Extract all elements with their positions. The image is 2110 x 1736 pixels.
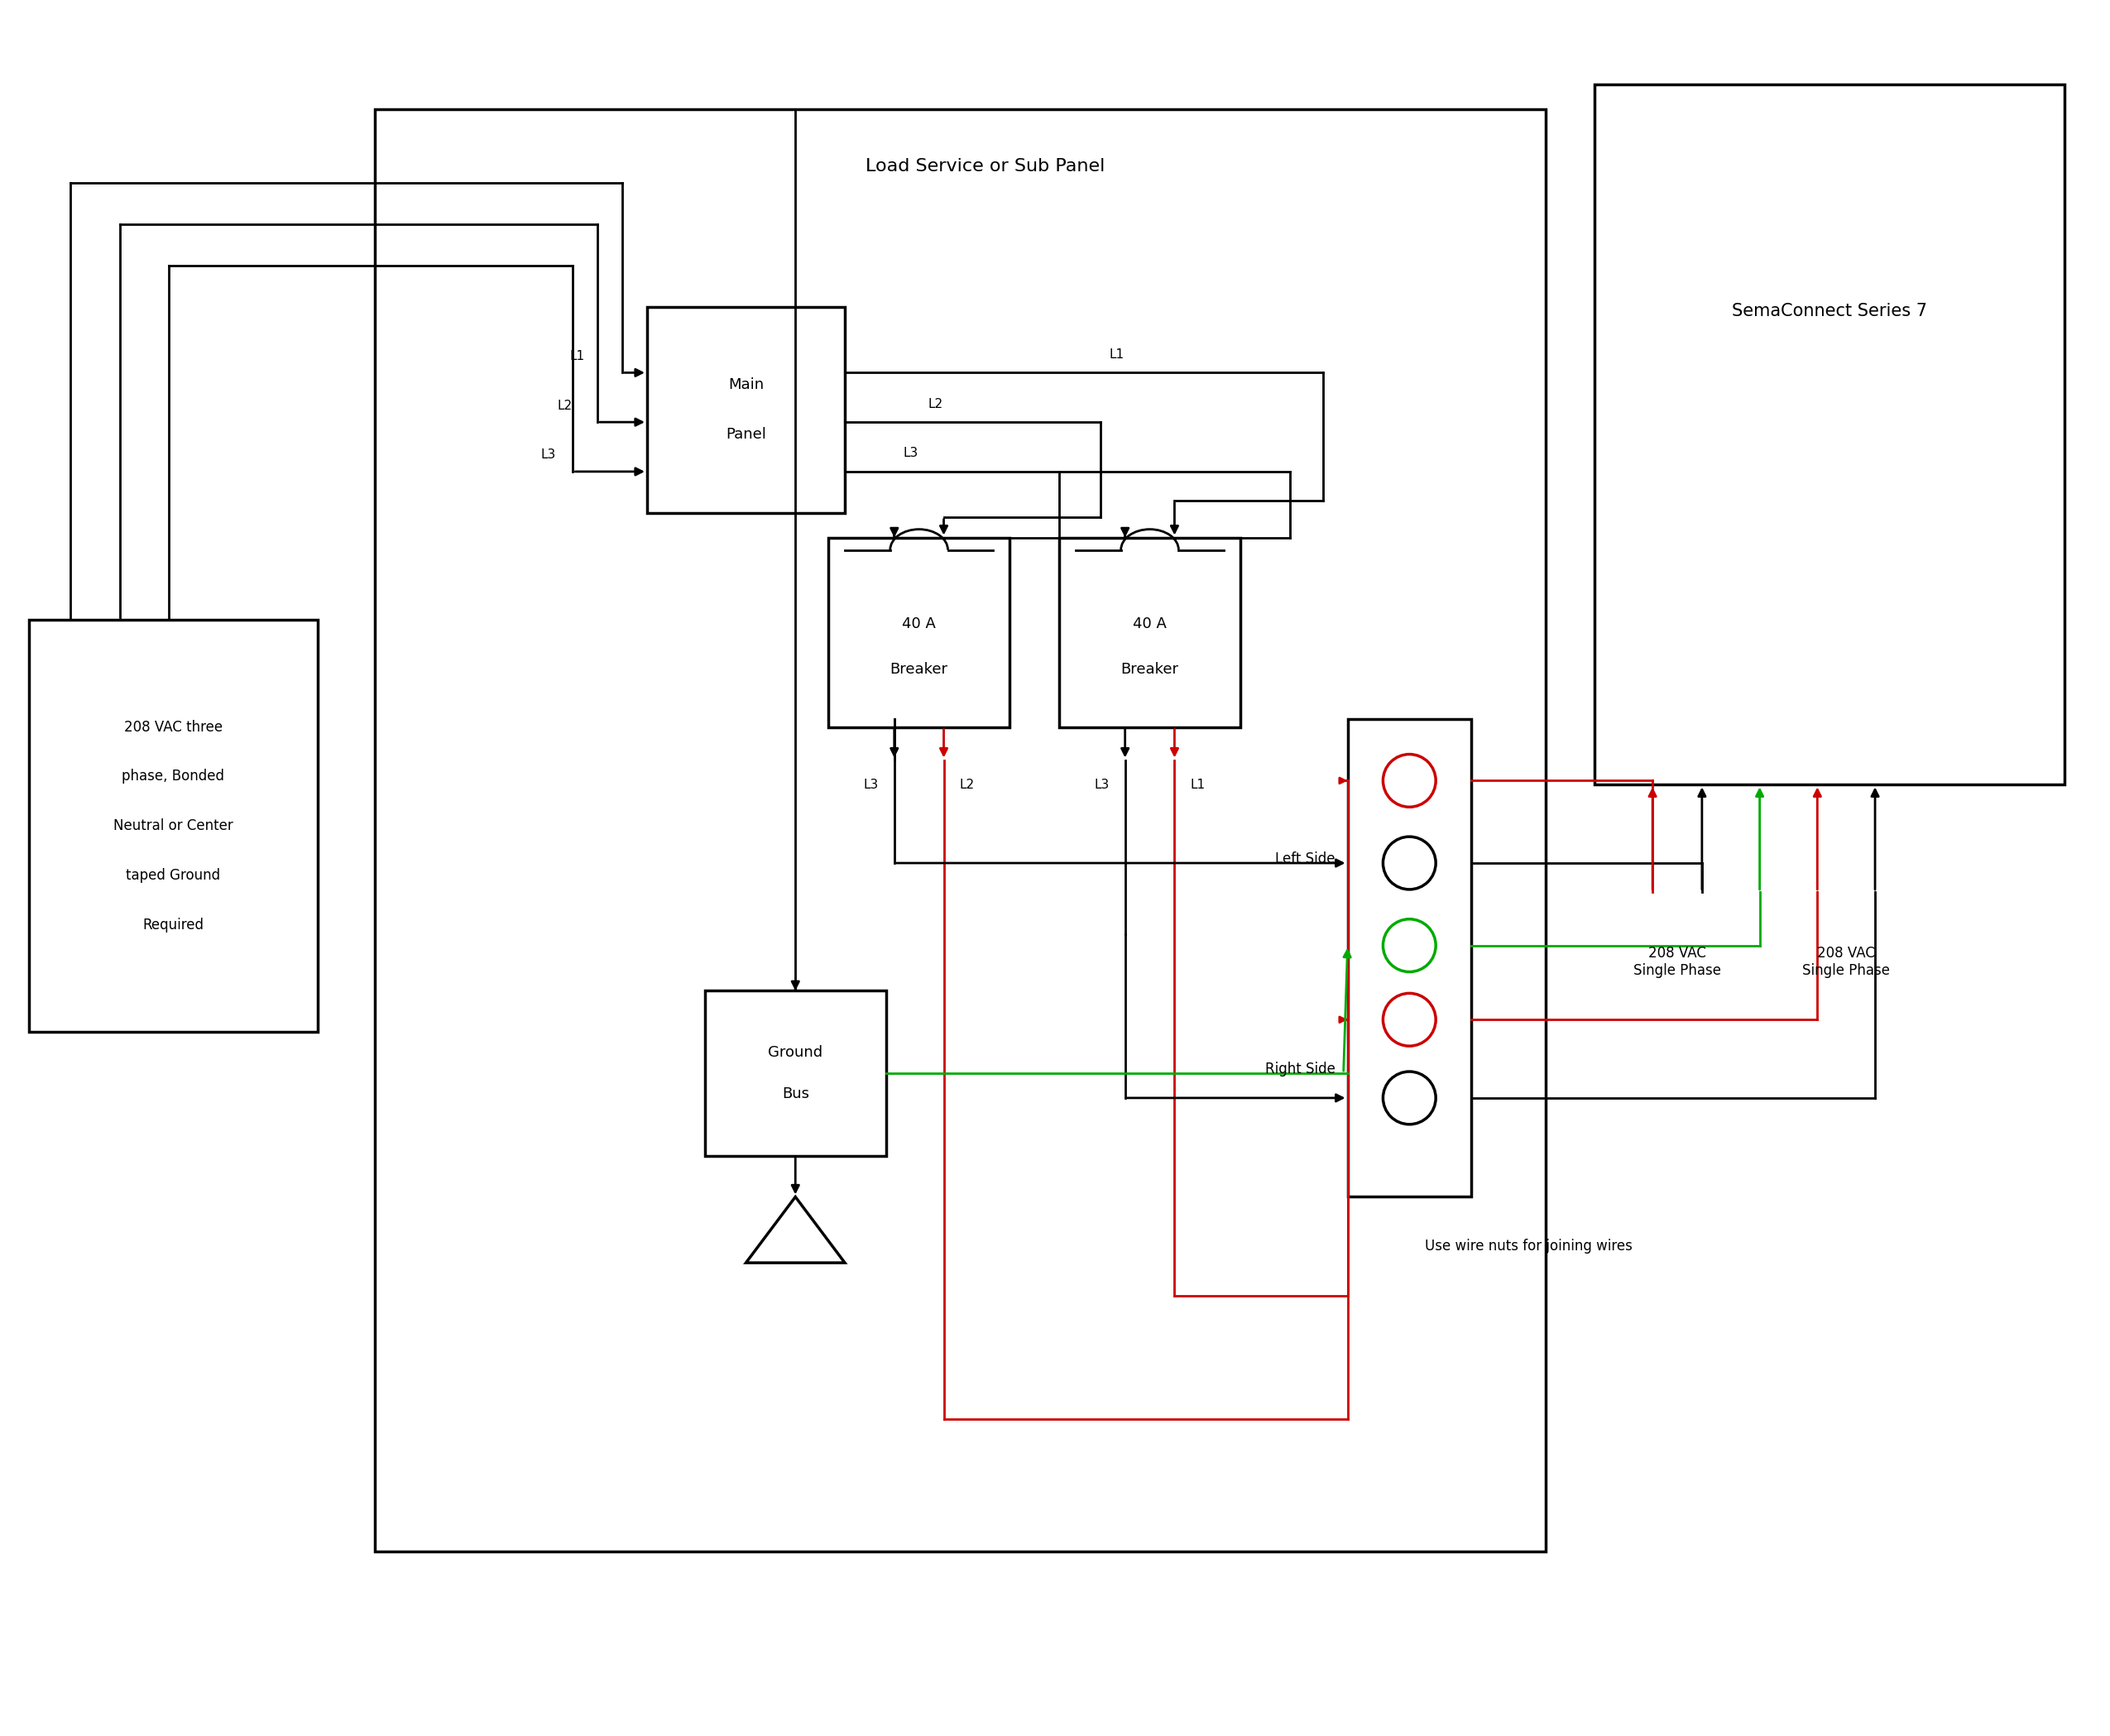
Text: Main: Main	[728, 378, 764, 392]
Circle shape	[1382, 837, 1435, 889]
Text: L1: L1	[1190, 778, 1205, 792]
Text: L2: L2	[960, 778, 975, 792]
Circle shape	[1382, 1071, 1435, 1125]
FancyBboxPatch shape	[1348, 719, 1471, 1196]
Text: L3: L3	[540, 450, 555, 462]
Text: Left Side: Left Side	[1274, 851, 1336, 866]
Text: Use wire nuts for joining wires: Use wire nuts for joining wires	[1424, 1240, 1633, 1253]
Text: Ground: Ground	[768, 1045, 823, 1061]
Text: 208 VAC
Single Phase: 208 VAC Single Phase	[1802, 946, 1891, 977]
Text: Bus: Bus	[781, 1087, 808, 1101]
FancyBboxPatch shape	[376, 109, 1545, 1552]
FancyBboxPatch shape	[705, 991, 886, 1156]
Text: Panel: Panel	[726, 427, 766, 443]
FancyBboxPatch shape	[648, 307, 844, 512]
FancyBboxPatch shape	[30, 620, 316, 1031]
Text: L3: L3	[1095, 778, 1110, 792]
FancyBboxPatch shape	[1059, 538, 1241, 727]
Text: L3: L3	[863, 778, 878, 792]
Text: Load Service or Sub Panel: Load Service or Sub Panel	[865, 158, 1106, 175]
Text: L3: L3	[903, 448, 918, 460]
Circle shape	[1382, 918, 1435, 972]
Text: Right Side: Right Side	[1266, 1062, 1336, 1076]
Text: Breaker: Breaker	[890, 661, 947, 677]
Text: phase, Bonded: phase, Bonded	[122, 769, 224, 785]
Text: L1: L1	[1110, 349, 1125, 361]
Text: Breaker: Breaker	[1120, 661, 1179, 677]
Text: L2: L2	[928, 398, 943, 410]
Text: taped Ground: taped Ground	[127, 868, 219, 884]
Text: 208 VAC
Single Phase: 208 VAC Single Phase	[1633, 946, 1722, 977]
Text: SemaConnect Series 7: SemaConnect Series 7	[1732, 302, 1926, 319]
FancyBboxPatch shape	[1595, 85, 2064, 785]
Text: Required: Required	[143, 917, 205, 932]
Text: L1: L1	[570, 351, 584, 363]
Text: 208 VAC three: 208 VAC three	[124, 720, 222, 734]
Circle shape	[1382, 993, 1435, 1047]
Text: Neutral or Center: Neutral or Center	[114, 818, 232, 833]
Circle shape	[1382, 753, 1435, 807]
Text: 40 A: 40 A	[903, 616, 937, 632]
Text: L2: L2	[557, 399, 572, 411]
Text: 40 A: 40 A	[1133, 616, 1167, 632]
FancyBboxPatch shape	[829, 538, 1011, 727]
